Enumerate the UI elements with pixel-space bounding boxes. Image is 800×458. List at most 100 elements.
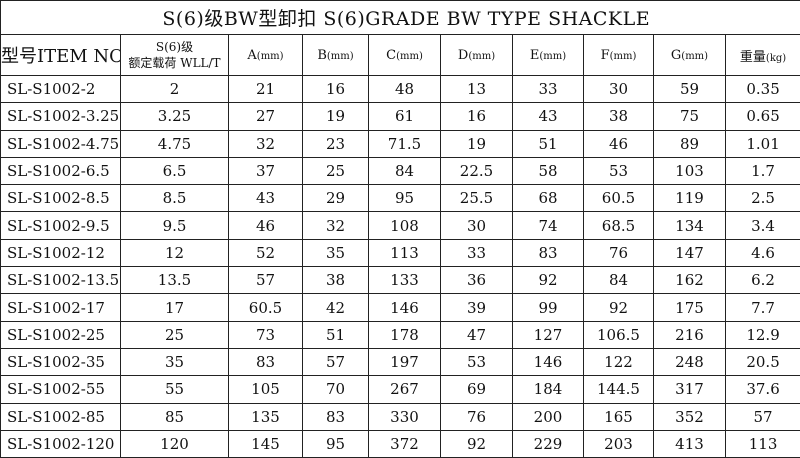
- table-row: SL-S1002-6.5 6.5 37 25 84 22.5 58 53 103 1.7: [0, 156, 800, 186]
- header-label: E: [529, 47, 540, 63]
- table-cell: 32: [228, 129, 303, 158]
- table-cell: 74: [512, 211, 584, 240]
- table-row: SL-S1002-2 2 21 16 48 13 33 30 59 0.35: [0, 74, 800, 104]
- table-cell: 146: [368, 293, 441, 322]
- table-cell: 53: [583, 156, 654, 186]
- table-cell: 46: [583, 129, 654, 158]
- header-item-no: 型号ITEM NO.: [0, 34, 121, 76]
- table-cell: 203: [583, 429, 654, 458]
- table-cell: 133: [368, 266, 441, 295]
- table-cell: 113: [368, 238, 441, 268]
- table-cell: 113: [724, 429, 800, 458]
- table-cell: 59: [653, 74, 726, 104]
- cell-model: SL-S1002-120: [0, 429, 121, 458]
- table-cell: 2.5: [724, 184, 800, 213]
- table-cell: 99: [512, 293, 584, 322]
- table-cell: 85: [120, 402, 229, 431]
- table-cell: 61: [368, 102, 441, 131]
- table-cell: 134: [653, 211, 726, 240]
- table-row: SL-S1002-9.5 9.5 46 32 108 30 74 68.5 134 3.4: [0, 211, 800, 240]
- table-cell: 68: [512, 184, 584, 213]
- table-cell: 6.5: [120, 156, 229, 186]
- table-cell: 92: [512, 266, 584, 295]
- table-cell: 53: [440, 347, 513, 377]
- cell-model: SL-S1002-13.5: [0, 266, 121, 295]
- table-cell: 60.5: [583, 184, 654, 213]
- table-cell: 216: [653, 320, 726, 349]
- cell-model: SL-S1002-2: [0, 74, 121, 104]
- header-unit: (mm): [681, 50, 709, 62]
- cell-model: SL-S1002-4.75: [0, 129, 121, 158]
- table-cell: 29: [302, 184, 369, 213]
- table-cell: 51: [512, 129, 584, 158]
- table-cell: 83: [512, 238, 584, 268]
- table-cell: 1.7: [724, 156, 800, 186]
- header-label: C: [386, 47, 397, 63]
- table-cell: 46: [228, 211, 303, 240]
- table-cell: 17: [120, 293, 229, 322]
- header-col-b: B(mm): [302, 34, 369, 76]
- header-label: D: [457, 47, 469, 63]
- table-cell: 200: [512, 402, 584, 431]
- table-cell: 3.4: [724, 211, 800, 240]
- table-cell: 37: [228, 156, 303, 186]
- header-label: G: [670, 47, 682, 63]
- table-cell: 184: [512, 375, 584, 404]
- table-row: SL-S1002-13.5 13.5 57 38 133 36 92 84 162 6.2: [0, 266, 800, 295]
- header-wll-grade: S(6)级: [155, 40, 194, 54]
- table-row: SL-S1002-55 55 105 70 267 69 184 144.5 317 37.6: [0, 375, 800, 404]
- table-cell: 33: [440, 238, 513, 268]
- table-cell: 103: [653, 156, 726, 186]
- table-cell: 317: [653, 375, 726, 404]
- table-cell: 105: [228, 375, 303, 404]
- table-cell: 23: [302, 129, 369, 158]
- table-cell: 32: [302, 211, 369, 240]
- header-col-a: A(mm): [228, 34, 303, 76]
- table-cell: 83: [228, 347, 303, 377]
- table-row: SL-S1002-17 17 60.5 42 146 39 99 92 175 7.7: [0, 293, 800, 322]
- table-cell: 36: [440, 266, 513, 295]
- table-cell: 76: [440, 402, 513, 431]
- header-label: 重量: [739, 49, 766, 65]
- table-cell: 52: [228, 238, 303, 268]
- table-cell: 2: [120, 74, 229, 104]
- table-cell: 3.25: [120, 102, 229, 131]
- cell-model: SL-S1002-12: [0, 238, 121, 268]
- table-cell: 95: [368, 184, 441, 213]
- cell-model: SL-S1002-6.5: [0, 156, 121, 186]
- table-row: SL-S1002-120 120 145 95 372 92 229 203 413 113: [0, 429, 800, 458]
- table-cell: 71.5: [368, 129, 441, 158]
- table-cell: 4.75: [120, 129, 229, 158]
- table-cell: 147: [653, 238, 726, 268]
- cell-model: SL-S1002-55: [0, 375, 121, 404]
- header-col-c: C(mm): [368, 34, 441, 76]
- table-cell: 57: [228, 266, 303, 295]
- cell-model: SL-S1002-25: [0, 320, 121, 349]
- header-col-d: D(mm): [440, 34, 513, 76]
- table-cell: 30: [583, 74, 654, 104]
- table-cell: 76: [583, 238, 654, 268]
- table-cell: 84: [368, 156, 441, 186]
- table-cell: 89: [653, 129, 726, 158]
- table-cell: 175: [653, 293, 726, 322]
- cell-model: SL-S1002-17: [0, 293, 121, 322]
- cell-model: SL-S1002-85: [0, 402, 121, 431]
- table-cell: 57: [724, 402, 800, 431]
- table-cell: 43: [228, 184, 303, 213]
- header-col-e: E(mm): [512, 34, 584, 76]
- table-cell: 144.5: [583, 375, 654, 404]
- table-cell: 25.5: [440, 184, 513, 213]
- table-cell: 330: [368, 402, 441, 431]
- table-cell: 12: [120, 238, 229, 268]
- table-cell: 38: [583, 102, 654, 131]
- table-cell: 58: [512, 156, 584, 186]
- table-cell: 145: [228, 429, 303, 458]
- table-cell: 135: [228, 402, 303, 431]
- header-label: F: [600, 47, 610, 63]
- table-cell: 83: [302, 402, 369, 431]
- header-label: B: [317, 47, 327, 63]
- table-cell: 248: [653, 347, 726, 377]
- table-cell: 51: [302, 320, 369, 349]
- table-cell: 42: [302, 293, 369, 322]
